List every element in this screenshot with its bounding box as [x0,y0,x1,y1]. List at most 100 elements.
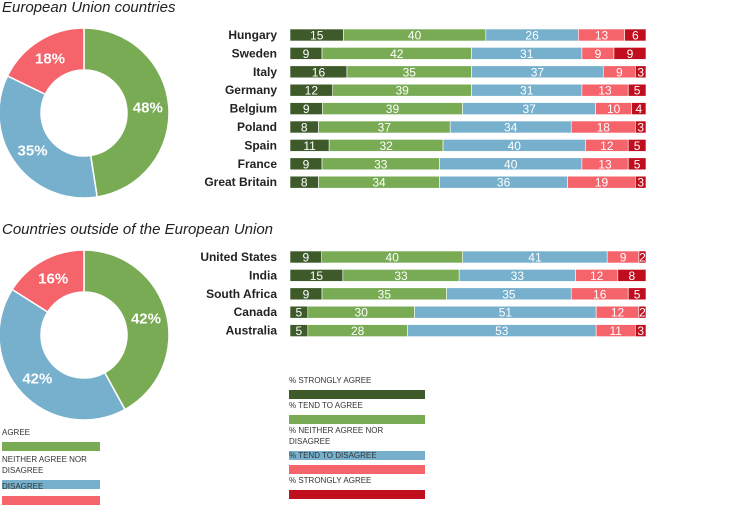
bar-segment-australia-4 [635,324,647,337]
eu-donut-chart: 48% 35% 18% [0,27,170,199]
eu-section-title: European Union countries [2,0,176,16]
bar-value-label: 40 [386,251,400,265]
bar-segment-hungary-4 [624,28,647,42]
country-label-france: France [238,157,278,171]
donut-slice-agree [83,27,170,198]
legend-label: % NEITHER AGREE NOR [289,426,383,435]
bar-value-label: 35 [378,287,392,301]
bar-value-label: 12 [600,139,614,153]
legend-label: AGREE [2,428,30,437]
country-label-australia: Australia [226,324,278,338]
donut-slice-label: 42% [22,370,52,387]
donut-slice-label: 18% [35,50,65,67]
bar-segment-great-britain-4 [635,175,647,189]
bar-value-label: 2 [639,251,646,265]
bar-value-label: 32 [379,139,393,153]
bar-value-label: 9 [616,65,623,79]
bar-value-label: 33 [374,157,388,171]
country-label-hungary: Hungary [228,28,277,42]
bar-value-label: 3 [637,176,644,190]
bar-segment-belgium-4 [631,102,647,115]
bar-value-label: 33 [511,269,525,283]
legend-swatch-1 [289,415,425,424]
legend-label: % STRONGLY AGREE [289,376,371,385]
bar-value-label: 9 [303,47,310,61]
country-label-poland: Poland [237,120,277,134]
bar-value-label: 13 [598,84,612,98]
legend-label: NEITHER AGREE NOR [2,455,87,464]
donut-slice-label: 48% [133,100,163,117]
bar-value-label: 33 [394,269,408,283]
bar-segment-united-states-4 [638,250,647,264]
bar-segment-germany-4 [627,83,647,97]
donut-slice-disagree [11,249,85,313]
bar-value-label: 53 [495,324,509,338]
bar-value-label: 11 [610,324,623,338]
bar-value-label: 35 [403,65,417,79]
bar-value-label: 41 [528,251,542,265]
bar-value-label: 9 [595,47,602,61]
bar-value-label: 11 [303,139,316,153]
legend-swatch-0 [2,442,100,451]
bar-value-label: 37 [378,121,392,135]
bar-value-label: 12 [590,269,604,283]
bar-segment-italy-4 [635,65,647,79]
legend-swatch-1 [2,480,100,489]
legend-swatch-3 [289,465,425,474]
country-label-united-states: United States [200,250,277,264]
non-eu-donut-chart: 42% 42% 16% [0,249,170,421]
bar-value-label: 18 [597,121,611,135]
bar-value-label: 31 [520,84,534,98]
bar-segment-india-4 [617,269,647,282]
donut-slice-neither-agree-nor-disagree [0,74,99,199]
bar-value-label: 3 [637,121,644,135]
country-label-germany: Germany [225,83,277,97]
bar-value-label: 9 [620,251,627,265]
bar-value-label: 34 [372,176,386,190]
bar-value-label: 3 [637,324,644,338]
bar-value-label: 9 [303,102,310,116]
bar-value-label: 5 [296,324,303,338]
bar-value-label: 13 [598,157,612,171]
bar-value-label: 40 [508,139,522,153]
donut-slice-disagree [6,27,85,96]
bar-segment-south-africa-4 [627,287,647,301]
bar-value-label: 5 [296,306,303,320]
bar-value-label: 2 [639,306,646,320]
donut-slice-neither-agree-nor-disagree [0,288,126,421]
country-label-spain: Spain [244,138,277,152]
bar-value-label: 5 [634,287,641,301]
bar-value-label: 4 [635,102,642,116]
bar-value-label: 16 [312,65,326,79]
bar-value-label: 40 [504,157,518,171]
country-label-south-africa: South Africa [206,287,277,301]
pie-legend: AGREE NEITHER AGREE NOR DISAGREE DISAGREE [2,428,100,505]
bar-segment-france-4 [627,157,647,171]
bar-value-label: 6 [632,29,639,43]
country-label-italy: Italy [253,65,277,79]
bar-value-label: 36 [497,176,511,190]
legend-swatch-2 [2,496,100,505]
bar-value-label: 8 [629,269,636,283]
bar-value-label: 5 [634,157,641,171]
bar-value-label: 35 [502,287,516,301]
donut-slice-label: 35% [18,143,48,160]
country-label-india: India [249,268,277,282]
bar-value-label: 9 [627,47,634,61]
bar-value-label: 8 [301,176,308,190]
bar-value-label: 31 [520,47,534,61]
legend-label: % TEND TO AGREE [289,401,363,410]
bar-value-label: 12 [305,84,319,98]
bar-segment-poland-4 [635,120,647,134]
bar-segment-canada-4 [638,305,647,319]
bar-segment-spain-4 [627,139,647,152]
bar-value-label: 8 [301,121,308,135]
bar-value-label: 9 [303,251,310,265]
donut-slice-agree [83,249,170,411]
bar-segment-sweden-4 [613,47,647,60]
legend-swatch-2 [289,451,425,460]
bar-value-label: 37 [522,102,536,116]
bar-value-label: 34 [504,121,518,135]
